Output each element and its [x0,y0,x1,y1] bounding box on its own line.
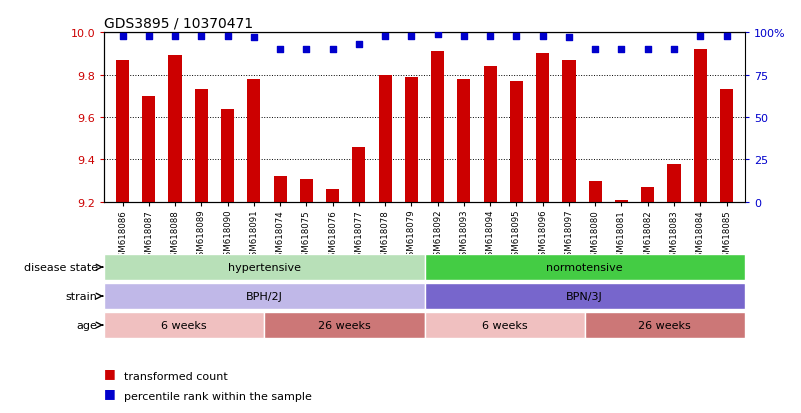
Bar [484,67,497,202]
Bar [104,312,264,338]
Text: ■: ■ [104,366,120,379]
Text: hypertensive: hypertensive [227,262,301,273]
Text: BPH/2J: BPH/2J [246,291,283,301]
Bar [615,200,628,202]
Text: normotensive: normotensive [546,262,623,273]
Point [589,47,602,53]
Text: strain: strain [66,291,98,301]
Point [615,47,628,53]
Point [116,33,129,40]
Text: transformed count: transformed count [124,371,228,381]
Bar [425,254,745,280]
Bar [104,254,425,280]
Text: 26 weeks: 26 weeks [318,320,371,330]
Point [431,31,444,38]
Bar [720,90,733,202]
Point [667,47,680,53]
Point [537,33,549,40]
Bar [585,312,745,338]
Bar [457,80,470,202]
Bar [195,90,208,202]
Bar [116,61,129,202]
Bar [168,56,182,202]
Bar [425,283,745,309]
Bar [379,75,392,202]
Bar [326,190,339,202]
Point [510,33,523,40]
Bar [221,109,234,202]
Text: GDS3895 / 10370471: GDS3895 / 10370471 [104,17,253,31]
Point [379,33,392,40]
Bar [405,78,418,202]
Bar [425,312,585,338]
Text: ■: ■ [104,387,120,399]
Point [352,42,365,48]
Text: 26 weeks: 26 weeks [638,320,691,330]
Bar [104,283,425,309]
Bar [667,164,681,202]
Bar [431,52,445,202]
Bar [694,50,706,202]
Bar [352,147,365,202]
Point [300,47,312,53]
Point [143,33,155,40]
Point [562,35,575,41]
Bar [248,80,260,202]
Point [720,33,733,40]
Point [221,33,234,40]
Point [274,47,287,53]
Point [457,33,470,40]
Text: 6 weeks: 6 weeks [162,320,207,330]
Point [326,47,339,53]
Point [694,33,706,40]
Bar [143,97,155,202]
Point [405,33,418,40]
Text: percentile rank within the sample: percentile rank within the sample [124,392,312,401]
Point [248,35,260,41]
Bar [510,82,523,202]
Bar [536,54,549,202]
Bar [300,179,313,202]
Point [484,33,497,40]
Point [169,33,182,40]
Text: disease state: disease state [23,262,98,273]
Text: age: age [77,320,98,330]
Point [642,47,654,53]
Text: BPN/3J: BPN/3J [566,291,603,301]
Text: 6 weeks: 6 weeks [482,320,527,330]
Bar [589,181,602,202]
Point [195,33,207,40]
Bar [641,188,654,202]
Bar [273,177,287,202]
Bar [562,61,576,202]
Bar [264,312,425,338]
